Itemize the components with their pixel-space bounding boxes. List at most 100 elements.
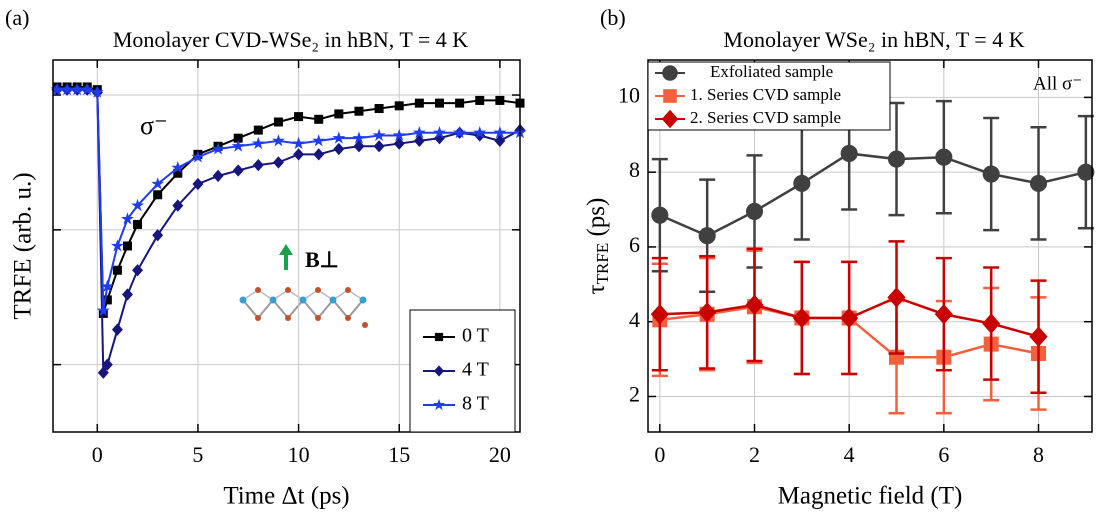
x-axis-label: Time Δt (ps) <box>223 483 349 510</box>
marker <box>434 98 444 108</box>
x-tick-label: 0 <box>92 442 103 467</box>
marker <box>252 158 264 172</box>
marker <box>272 156 284 169</box>
legend-box <box>647 61 891 131</box>
marker <box>455 98 465 108</box>
legend-marker <box>434 365 444 377</box>
marker <box>251 136 265 150</box>
marker <box>191 150 205 163</box>
plot-frame <box>647 59 1093 433</box>
x-tick-label: 8 <box>1033 442 1044 467</box>
marker <box>110 239 124 252</box>
marker <box>412 125 426 139</box>
legend-marker <box>434 332 444 342</box>
marker <box>293 148 305 161</box>
y-axis-label: τTRFE (ps) <box>583 198 612 295</box>
marker <box>332 131 346 144</box>
marker <box>80 82 94 96</box>
marker <box>152 229 164 242</box>
legend-marker <box>433 398 445 411</box>
panel: (a) Monolayer CVD-WSe₂ in hBN, T = 4 K Tim… <box>5 5 527 510</box>
y-tick-label: 6 <box>629 232 640 257</box>
marker <box>745 294 764 316</box>
marker <box>934 304 953 325</box>
marker <box>231 139 245 152</box>
marker <box>453 125 467 139</box>
marker <box>887 150 906 168</box>
marker <box>392 128 406 141</box>
marker <box>475 95 485 105</box>
x-tick-label: 0 <box>654 442 665 467</box>
annotation: B⊥ <box>305 247 339 272</box>
x-tick-label: 4 <box>844 442 855 467</box>
legend-marker <box>663 89 677 103</box>
marker <box>698 227 716 245</box>
marker <box>473 125 487 139</box>
marker <box>433 125 446 139</box>
marker <box>352 131 366 144</box>
marker <box>840 144 858 163</box>
y-tick-label: 8 <box>629 157 640 182</box>
legend-label: 8 T <box>462 393 489 415</box>
marker <box>372 128 386 141</box>
y-tick-label: 2 <box>629 382 640 407</box>
marker <box>413 134 425 148</box>
marker <box>132 264 144 277</box>
marker <box>393 137 405 150</box>
marker <box>171 161 185 174</box>
legend-label: 1. Series CVD sample <box>690 85 841 104</box>
marker <box>745 202 764 220</box>
marker <box>212 169 224 183</box>
marker <box>121 212 134 225</box>
marker <box>334 109 344 119</box>
series-line <box>57 85 521 314</box>
marker <box>151 177 165 190</box>
marker <box>1029 326 1048 347</box>
panel-label: (b) <box>600 5 626 30</box>
marker <box>133 219 143 229</box>
marker <box>935 148 953 166</box>
marker <box>172 199 184 212</box>
marker <box>97 366 109 379</box>
legend-marker <box>662 65 678 81</box>
marker <box>333 142 345 156</box>
marker <box>271 134 285 147</box>
marker <box>414 98 424 108</box>
legend-label: 2. Series CVD sample <box>690 108 841 127</box>
marker <box>60 82 74 96</box>
chart-title: Monolayer CVD-WSe₂ in hBN, T = 4 K <box>113 27 468 52</box>
marker <box>495 95 505 105</box>
annotation: σ⁻ <box>140 111 168 140</box>
marker <box>354 106 364 116</box>
legend-marker <box>661 109 679 129</box>
marker <box>96 303 110 317</box>
x-tick-label: 2 <box>749 442 760 467</box>
marker <box>131 198 145 212</box>
x-tick-label: 20 <box>489 442 511 467</box>
legend-label: 0 T <box>462 325 489 347</box>
marker <box>101 358 113 371</box>
marker <box>314 114 324 124</box>
x-tick-label: 5 <box>192 442 203 467</box>
legend-label: Exfoliated sample <box>710 62 833 81</box>
marker <box>698 302 717 323</box>
y-axis-symbol: τ <box>583 284 610 294</box>
marker <box>840 307 859 329</box>
y-axis-unit: (ps) <box>583 198 610 243</box>
marker <box>494 134 506 148</box>
marker <box>374 104 384 114</box>
marker <box>982 313 1001 334</box>
marker <box>650 304 669 325</box>
x-tick-label: 15 <box>388 442 410 467</box>
y-tick-label: 10 <box>618 82 640 107</box>
marker <box>982 165 1000 183</box>
marker <box>312 134 326 147</box>
x-tick-label: 6 <box>938 442 949 467</box>
marker <box>887 287 906 308</box>
y-axis-subscript: TRFE <box>593 243 612 285</box>
marker <box>353 140 365 153</box>
marker <box>211 142 225 155</box>
y-axis-label: TRFE (arb. u.) <box>10 172 37 319</box>
marker <box>192 177 204 191</box>
